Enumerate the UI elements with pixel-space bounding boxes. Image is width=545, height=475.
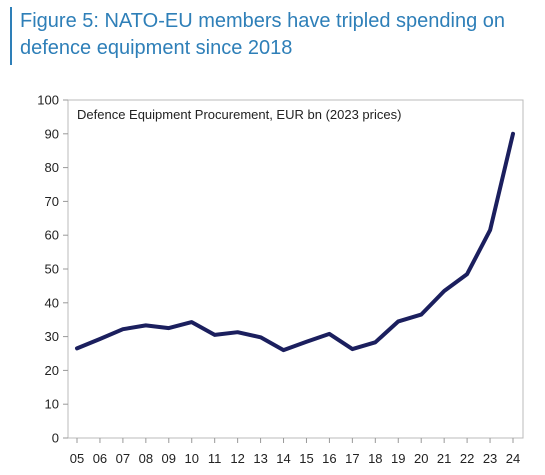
y-axis: 0 10 20 30 40 50 60 70 80 90 100 (37, 93, 68, 446)
y-tick-label: 70 (45, 194, 59, 209)
x-tick-label: 12 (230, 451, 244, 466)
x-axis: 05 06 07 08 09 10 11 12 13 14 15 16 17 18 19 20 21 22 23 24 (70, 438, 520, 466)
x-tick-label: 14 (276, 451, 290, 466)
y-tick-label: 20 (45, 363, 59, 378)
y-tick-label: 0 (52, 431, 59, 446)
chart-caption: Defence Equipment Procurement, EUR bn (2… (77, 107, 401, 122)
plot-frame (67, 99, 524, 439)
x-tick-label: 22 (460, 451, 474, 466)
x-tick-label: 17 (345, 451, 359, 466)
series-layer (75, 131, 515, 353)
x-tick-label: 13 (253, 451, 267, 466)
x-tick-label: 20 (414, 451, 428, 466)
y-tick-label: 30 (45, 329, 59, 344)
x-tick-label: 09 (162, 451, 176, 466)
x-tick-label: 05 (70, 451, 84, 466)
x-tick-label: 16 (322, 451, 336, 466)
y-tick-label: 60 (45, 228, 59, 243)
x-tick-label: 10 (185, 451, 199, 466)
y-tick-label: 100 (37, 93, 59, 108)
x-tick-label: 18 (368, 451, 382, 466)
x-tick-label: 06 (93, 451, 107, 466)
y-tick-label: 80 (45, 160, 59, 175)
x-tick-label: 15 (299, 451, 313, 466)
x-tick-label: 23 (483, 451, 497, 466)
x-tick-label: 21 (437, 451, 451, 466)
x-tick-label: 24 (506, 451, 520, 466)
y-tick-label: 10 (45, 397, 59, 412)
y-tick-label: 40 (45, 295, 59, 310)
x-tick-label: 11 (208, 451, 222, 466)
y-tick-label: 90 (45, 126, 59, 141)
figure-title: Figure 5: NATO-EU members have tripled s… (20, 10, 506, 59)
x-tick-label: 19 (391, 451, 405, 466)
y-tick-label: 50 (45, 262, 59, 277)
series-line (75, 131, 515, 353)
x-tick-label: 08 (139, 451, 153, 466)
x-tick-label: 07 (116, 451, 130, 466)
figure-header: Figure 5: NATO-EU members have tripled s… (10, 7, 530, 65)
